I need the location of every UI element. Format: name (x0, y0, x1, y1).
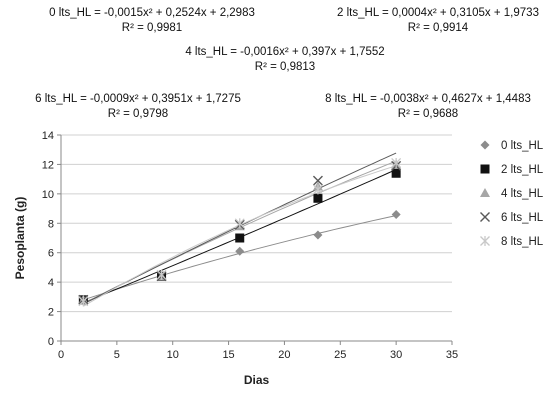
equation-0: 0 lts_HL = -0,0015x² + 0,2524x + 2,2983 … (2, 6, 302, 36)
x-tick-label: 20 (278, 349, 290, 361)
data-point-series-1 (313, 193, 323, 203)
equation-2: 2 lts_HL = 0,0004x² + 0,3105x + 1,9733 R… (323, 6, 553, 36)
equation-8: 8 lts_HL = -0,0038x² + 0,4627x + 1,4483 … (308, 92, 548, 122)
legend-label-2: 4 lts_HL (501, 188, 544, 200)
y-tick-label: 2 (48, 307, 54, 319)
equation-2-formula: 2 lts_HL = 0,0004x² + 0,3105x + 1,9733 (337, 7, 539, 19)
legend-marker-1 (480, 164, 490, 174)
x-tick-label: 10 (167, 349, 179, 361)
data-point-series-4 (234, 218, 245, 229)
data-point-series-1 (391, 168, 401, 178)
y-tick-label: 0 (48, 336, 54, 348)
data-point-series-0 (235, 246, 245, 256)
y-tick-label: 8 (48, 218, 54, 230)
data-point-series-3 (312, 175, 323, 186)
data-point-series-4 (391, 157, 402, 168)
equation-4: 4 lts_HL = -0,0016x² + 0,397x + 1,7552 R… (185, 45, 385, 75)
data-point-series-4 (312, 184, 323, 195)
legend-label-0: 0 lts_HL (501, 140, 544, 152)
x-tick-label: 30 (390, 349, 402, 361)
equation-0-formula: 0 lts_HL = -0,0015x² + 0,2524x + 2,2983 (49, 7, 255, 19)
equation-8-formula: 8 lts_HL = -0,0038x² + 0,4627x + 1,4483 (325, 93, 531, 105)
data-point-series-4 (156, 269, 167, 280)
equation-6-formula: 6 lts_HL = -0,0009x² + 0,3951x + 1,7275 (35, 93, 241, 105)
data-point-series-0 (391, 209, 401, 219)
equation-0-r2: R² = 0,9981 (121, 22, 183, 34)
legend-label-3: 6 lts_HL (501, 212, 544, 224)
data-point-series-1 (235, 233, 245, 243)
x-tick-label: 0 (58, 349, 64, 361)
y-tick-label: 14 (42, 130, 54, 142)
x-axis-label: Dias (244, 373, 270, 387)
y-tick-label: 6 (48, 248, 54, 260)
legend-label-1: 2 lts_HL (501, 164, 544, 176)
y-tick-label: 12 (42, 159, 54, 171)
equation-4-r2: R² = 0,9813 (254, 61, 316, 73)
equation-6-r2: R² = 0,9798 (107, 108, 169, 120)
legend-marker-2 (480, 188, 490, 197)
data-point-series-4 (78, 296, 89, 307)
equation-6: 6 lts_HL = -0,0009x² + 0,3951x + 1,7275 … (18, 92, 258, 122)
y-tick-label: 4 (48, 277, 54, 289)
legend-label-4: 8 lts_HL (501, 236, 544, 248)
equation-8-r2: R² = 0,9688 (397, 108, 459, 120)
y-tick-label: 10 (42, 189, 54, 201)
legend-marker-4 (480, 236, 490, 246)
equation-4-formula: 4 lts_HL = -0,0016x² + 0,397x + 1,7552 (185, 46, 385, 58)
equation-2-r2: R² = 0,9914 (407, 22, 469, 34)
legend-marker-0 (480, 140, 490, 150)
data-point-series-0 (313, 230, 323, 240)
x-tick-label: 15 (222, 349, 234, 361)
y-axis-label: Pesoplanta (g) (13, 197, 27, 280)
x-tick-label: 35 (446, 349, 458, 361)
legend-marker-3 (480, 212, 490, 222)
x-tick-label: 5 (114, 349, 120, 361)
x-tick-label: 25 (334, 349, 346, 361)
